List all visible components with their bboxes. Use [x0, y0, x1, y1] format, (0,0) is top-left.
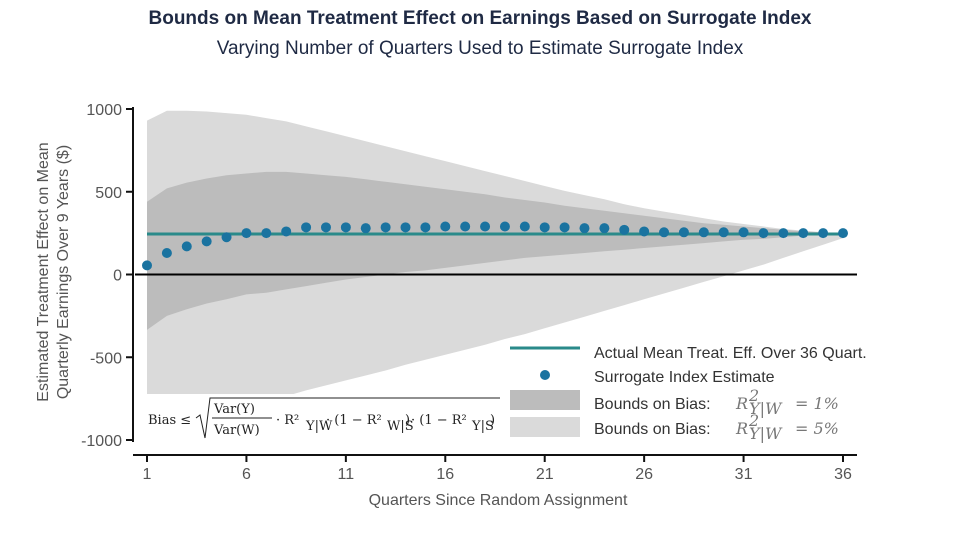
x-axis-label: Quarters Since Random Assignment	[369, 492, 628, 509]
legend-bounds1-label: Bounds on Bias:	[594, 396, 711, 413]
x-ticks: 1 6 11 16 21 26 31 36	[143, 455, 852, 483]
legend-bounds1-swatch	[510, 390, 580, 410]
surrogate-point	[221, 232, 232, 243]
surrogate-point	[639, 226, 650, 237]
bias-formula: Bias ≤ Var(Y) Var(W) · R² Y|W · (1 − R² …	[143, 394, 505, 442]
surrogate-point	[738, 227, 749, 238]
surrogate-point	[698, 227, 709, 238]
surrogate-point	[559, 222, 570, 233]
legend: Actual Mean Treat. Eff. Over 36 Quart. S…	[510, 345, 867, 443]
x-tick-label: 36	[834, 466, 852, 483]
legend-bounds1-r: R	[735, 394, 748, 413]
legend-bounds5-val: = 5%	[795, 419, 839, 438]
surrogate-point	[201, 236, 212, 247]
surrogate-point	[778, 228, 789, 239]
chart-subtitle: Varying Number of Quarters Used to Estim…	[216, 38, 744, 59]
surrogate-point	[718, 227, 729, 238]
surrogate-point	[460, 221, 471, 232]
formula-lhs: Bias ≤	[148, 413, 191, 428]
x-tick-label: 6	[242, 466, 251, 483]
surrogate-point	[161, 247, 172, 258]
surrogate-point	[519, 221, 530, 232]
surrogate-point	[320, 222, 331, 233]
y-ticks: 1000 500 0 -500 -1000	[81, 102, 133, 450]
legend-bounds1-sup: 2	[748, 386, 759, 405]
surrogate-point	[420, 222, 431, 233]
formula-r1: · R²	[276, 413, 299, 428]
y-tick-label: 1000	[86, 102, 122, 119]
surrogate-point	[480, 221, 491, 232]
surrogate-point	[838, 228, 848, 239]
surrogate-point	[758, 228, 769, 239]
y-axis-label-line1: Estimated Treatment Effect on Mean	[35, 142, 52, 401]
surrogate-point	[499, 221, 510, 232]
formula-sqrt	[195, 397, 500, 439]
surrogate-point	[579, 223, 590, 234]
x-tick-label: 11	[338, 466, 355, 483]
surrogate-point	[818, 228, 829, 239]
formula-r1-sub: Y|W	[305, 419, 333, 434]
surrogate-points	[142, 221, 848, 271]
formula-r3-end: )	[490, 413, 495, 428]
surrogate-point	[678, 227, 689, 238]
formula-numerator: Var(Y)	[213, 402, 255, 417]
x-tick-label: 16	[436, 466, 454, 483]
bounds-bands	[147, 110, 843, 416]
surrogate-point	[539, 222, 550, 233]
x-tick-label: 21	[536, 466, 554, 483]
surrogate-point	[619, 224, 630, 235]
y-tick-label: -1000	[81, 433, 122, 450]
y-tick-label: -500	[90, 350, 122, 367]
formula-r2: · (1 − R²	[326, 413, 382, 428]
chart-title: Bounds on Mean Treatment Effect on Earni…	[148, 8, 812, 29]
surrogate-point	[599, 223, 610, 234]
surrogate-point	[181, 241, 192, 252]
surrogate-point	[440, 221, 451, 232]
surrogate-point	[301, 222, 312, 233]
x-tick-label: 26	[635, 466, 653, 483]
legend-bounds5-swatch	[510, 417, 580, 437]
y-axis-label-line2: Quarterly Earnings Over 9 Years ($)	[55, 145, 72, 399]
legend-bounds5-r: R	[735, 419, 748, 438]
surrogate-point	[142, 260, 152, 271]
formula-denominator: Var(W)	[213, 423, 260, 438]
x-tick-label: 31	[735, 466, 753, 483]
surrogate-point	[798, 228, 809, 239]
y-tick-label: 500	[95, 185, 122, 202]
legend-bounds1-val: = 1%	[795, 394, 839, 413]
legend-estimate-label: Surrogate Index Estimate	[594, 369, 775, 386]
surrogate-point	[659, 227, 670, 238]
formula-r2-sub: W|S	[387, 419, 414, 434]
formula-r2-end: )	[405, 413, 410, 428]
x-tick-label: 1	[143, 466, 152, 483]
legend-estimate-swatch	[540, 370, 550, 380]
legend-bounds5-label: Bounds on Bias:	[594, 421, 711, 438]
surrogate-point	[400, 222, 411, 233]
legend-actual-label: Actual Mean Treat. Eff. Over 36 Quart.	[594, 345, 867, 362]
legend-bounds5-sup: 2	[748, 411, 759, 430]
surrogate-point	[261, 228, 272, 239]
bounds-band-1pct	[147, 171, 843, 330]
surrogate-point	[380, 222, 391, 233]
surrogate-point	[360, 223, 371, 234]
legend-bounds1-sub: Y|W	[749, 399, 783, 418]
surrogate-point	[241, 228, 252, 239]
surrogate-point	[340, 222, 351, 233]
formula-r3-sub: Y|S	[471, 419, 494, 434]
legend-bounds5-sub: Y|W	[749, 424, 783, 443]
y-tick-label: 0	[113, 268, 122, 285]
surrogate-point	[281, 226, 292, 237]
formula-r3: · (1 − R²	[411, 413, 467, 428]
